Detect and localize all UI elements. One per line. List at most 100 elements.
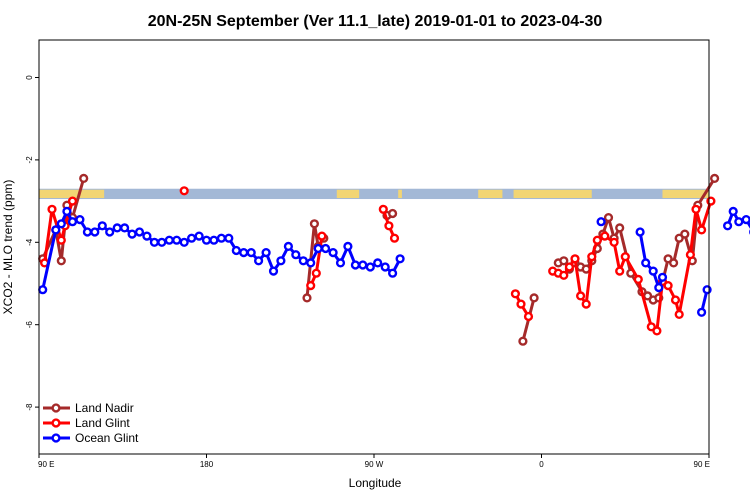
data-point-land-glint bbox=[581, 299, 591, 309]
map-land-3 bbox=[478, 189, 503, 199]
data-point-ocean-glint bbox=[254, 256, 264, 266]
data-point-ocean-glint bbox=[641, 258, 651, 268]
legend-swatch-marker bbox=[51, 433, 61, 443]
map-ocean bbox=[39, 188, 709, 200]
data-point-ocean-glint bbox=[134, 227, 145, 237]
data-point-land-glint bbox=[670, 295, 681, 305]
data-point-ocean-glint bbox=[51, 225, 61, 235]
data-point-ocean-glint bbox=[321, 243, 331, 254]
map-land-2 bbox=[398, 189, 402, 199]
chart-title: 20N-25N September (Ver 11.1_late) 2019-0… bbox=[148, 13, 603, 30]
data-point-ocean-glint bbox=[261, 248, 271, 258]
data-point-ocean-glint bbox=[313, 243, 323, 254]
data-point-ocean-glint bbox=[596, 217, 606, 227]
y-tick-label: 0 bbox=[25, 75, 34, 80]
data-point-ocean-glint bbox=[216, 233, 227, 243]
y-tick-label: -2 bbox=[25, 156, 34, 164]
map-strip bbox=[39, 188, 709, 200]
series-ocean-glint bbox=[38, 206, 750, 317]
data-point-ocean-glint bbox=[373, 258, 383, 268]
x-tick-label: 90 W bbox=[365, 460, 384, 469]
data-point-land-glint bbox=[633, 274, 643, 285]
data-point-land-glint bbox=[663, 281, 673, 291]
map-land-4 bbox=[513, 189, 592, 199]
data-point-ocean-glint bbox=[239, 248, 249, 258]
data-point-land-glint bbox=[575, 291, 586, 301]
y-tick-label: -8 bbox=[25, 403, 34, 411]
data-point-land-glint bbox=[559, 270, 569, 280]
data-point-ocean-glint bbox=[648, 266, 658, 276]
data-point-ocean-glint bbox=[365, 262, 375, 272]
data-point-ocean-glint bbox=[194, 231, 204, 241]
map-land-5 bbox=[662, 189, 709, 199]
data-point-land-nadir bbox=[388, 208, 398, 219]
x-tick-label: 90 E bbox=[38, 460, 54, 469]
data-point-ocean-glint bbox=[209, 235, 219, 245]
data-point-land-glint bbox=[587, 252, 597, 262]
data-point-ocean-glint bbox=[201, 235, 212, 245]
data-point-ocean-glint bbox=[187, 233, 197, 243]
y-axis-label: XCO2 - MLO trend (ppm) bbox=[1, 180, 15, 315]
data-point-ocean-glint bbox=[112, 223, 122, 233]
x-tick-label: 90 E bbox=[694, 460, 710, 469]
data-point-land-nadir bbox=[668, 258, 679, 268]
data-point-land-nadir bbox=[709, 173, 720, 184]
x-axis-label: Longitude bbox=[349, 476, 402, 490]
data-point-ocean-glint bbox=[657, 272, 668, 282]
data-point-ocean-glint bbox=[395, 254, 405, 264]
y-tick-label: -6 bbox=[25, 321, 34, 329]
data-point-land-nadir bbox=[309, 219, 320, 229]
data-point-ocean-glint bbox=[127, 229, 137, 239]
data-point-land-glint bbox=[696, 225, 707, 235]
data-point-land-glint bbox=[600, 231, 610, 241]
data-point-ocean-glint bbox=[696, 307, 707, 317]
legend-item-land-nadir: Land Nadir bbox=[43, 401, 134, 415]
data-point-land-glint bbox=[317, 231, 327, 241]
y-tick-label: -4 bbox=[25, 238, 34, 246]
data-point-land-glint bbox=[378, 204, 388, 214]
data-point-ocean-glint bbox=[741, 215, 750, 225]
data-point-ocean-glint bbox=[97, 221, 107, 231]
series-layer bbox=[38, 173, 750, 346]
data-point-land-nadir bbox=[302, 293, 312, 303]
data-point-land-glint bbox=[56, 235, 66, 245]
data-point-land-glint bbox=[67, 196, 78, 206]
data-point-land-glint bbox=[389, 233, 400, 243]
data-point-ocean-glint bbox=[172, 235, 182, 245]
data-point-ocean-glint bbox=[119, 223, 130, 233]
data-point-land-glint bbox=[47, 204, 57, 214]
data-point-ocean-glint bbox=[90, 227, 100, 237]
data-point-ocean-glint bbox=[142, 231, 152, 241]
data-point-land-glint bbox=[564, 262, 575, 272]
data-point-land-nadir bbox=[680, 229, 690, 239]
data-point-land-glint bbox=[620, 252, 630, 262]
data-point-land-nadir bbox=[615, 223, 625, 233]
data-point-ocean-glint bbox=[728, 206, 738, 217]
data-point-land-nadir bbox=[79, 173, 89, 184]
data-point-land-glint bbox=[516, 299, 526, 309]
legend-label: Ocean Glint bbox=[75, 431, 139, 445]
data-point-ocean-glint bbox=[654, 283, 664, 293]
legend-item-ocean-glint: Ocean Glint bbox=[43, 431, 139, 445]
legend-label: Land Glint bbox=[75, 416, 130, 430]
data-point-ocean-glint bbox=[164, 235, 174, 245]
data-point-ocean-glint bbox=[388, 268, 398, 278]
data-point-land-glint bbox=[615, 266, 625, 276]
map-land-0 bbox=[39, 189, 105, 199]
data-point-land-glint bbox=[510, 289, 521, 299]
x-axis: 90 E 180 90 W 0 90 E bbox=[38, 454, 710, 469]
data-point-land-glint bbox=[685, 250, 696, 260]
data-point-ocean-glint bbox=[268, 266, 279, 276]
data-point-land-glint bbox=[592, 235, 602, 245]
series-land-glint bbox=[39, 186, 716, 336]
data-point-ocean-glint bbox=[105, 227, 115, 237]
data-point-ocean-glint bbox=[75, 215, 85, 225]
data-point-ocean-glint bbox=[231, 245, 241, 256]
data-point-ocean-glint bbox=[246, 248, 256, 258]
data-point-ocean-glint bbox=[350, 260, 361, 270]
data-point-ocean-glint bbox=[179, 237, 189, 247]
data-point-ocean-glint bbox=[306, 258, 316, 268]
data-point-land-glint bbox=[652, 326, 662, 336]
